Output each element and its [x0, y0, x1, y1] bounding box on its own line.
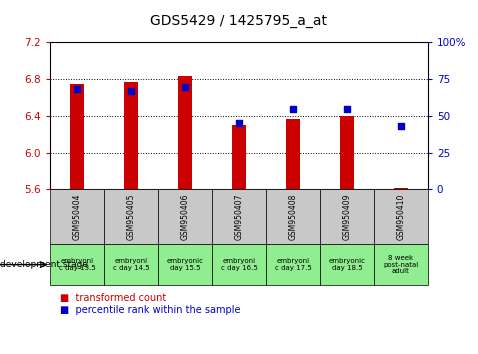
Point	[343, 106, 351, 112]
Point	[235, 120, 243, 126]
Bar	[394, 188, 408, 189]
Bar	[266, 189, 320, 244]
Text: GSM950405: GSM950405	[127, 194, 136, 240]
Text: ■  percentile rank within the sample: ■ percentile rank within the sample	[60, 305, 240, 315]
Bar	[104, 189, 158, 244]
Bar	[178, 76, 192, 189]
Bar	[320, 244, 374, 285]
Bar	[232, 125, 246, 189]
Text: embryoni
c day 16.5: embryoni c day 16.5	[221, 258, 257, 271]
Text: embryonic
day 18.5: embryonic day 18.5	[328, 258, 365, 271]
Bar	[266, 244, 320, 285]
Point	[73, 87, 81, 92]
Bar	[158, 189, 212, 244]
Point	[181, 84, 189, 90]
Point	[127, 88, 135, 94]
Bar	[340, 116, 354, 189]
Bar	[124, 82, 138, 189]
Bar	[70, 84, 84, 189]
Text: GSM950404: GSM950404	[73, 194, 82, 240]
Text: GSM950406: GSM950406	[181, 194, 190, 240]
Text: embryoni
c day 17.5: embryoni c day 17.5	[274, 258, 311, 271]
Text: embryoni
c day 14.5: embryoni c day 14.5	[113, 258, 150, 271]
Text: GDS5429 / 1425795_a_at: GDS5429 / 1425795_a_at	[151, 14, 327, 28]
Text: embryonic
day 15.5: embryonic day 15.5	[166, 258, 204, 271]
Text: development stage: development stage	[0, 260, 88, 269]
Text: ■  transformed count: ■ transformed count	[60, 293, 166, 303]
Text: GSM950408: GSM950408	[288, 194, 297, 240]
Text: GSM950407: GSM950407	[235, 194, 243, 240]
Text: GSM950409: GSM950409	[342, 194, 351, 240]
Bar	[50, 189, 104, 244]
Bar	[374, 244, 428, 285]
Bar	[50, 244, 104, 285]
Text: embryoni
c day 13.5: embryoni c day 13.5	[59, 258, 96, 271]
Bar	[286, 119, 300, 189]
Text: GSM950410: GSM950410	[396, 194, 405, 240]
Bar	[374, 189, 428, 244]
Bar	[104, 244, 158, 285]
Bar	[212, 189, 266, 244]
Bar	[158, 244, 212, 285]
Text: 8 week
post-natal
adult: 8 week post-natal adult	[383, 255, 418, 274]
Point	[289, 106, 297, 112]
Bar	[320, 189, 374, 244]
Point	[397, 124, 405, 129]
Bar	[212, 244, 266, 285]
